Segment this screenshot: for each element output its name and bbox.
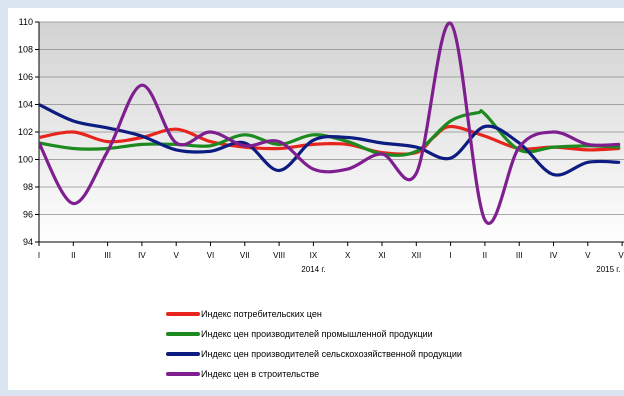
x-tick-label: IX xyxy=(310,251,318,260)
legend-label: Индекс цен в строительстве xyxy=(201,369,320,379)
y-tick-label: 102 xyxy=(18,127,33,137)
x-tick-label: VIII xyxy=(273,251,285,260)
legend-label: Индекс цен производителей сельскохозяйст… xyxy=(201,349,462,359)
x-tick-label: V xyxy=(174,251,180,260)
x-tick-label: VI xyxy=(618,251,624,260)
legend-swatch xyxy=(166,352,200,356)
y-tick-label: 104 xyxy=(18,100,33,110)
y-tick-label: 94 xyxy=(23,237,33,247)
legend-item: Индекс потребительских цен xyxy=(166,304,462,324)
x-tick-label: XII xyxy=(411,251,421,260)
legend-item: Индекс цен производителей промышленной п… xyxy=(166,324,462,344)
legend-swatch xyxy=(166,312,200,316)
legend-swatch xyxy=(166,332,200,336)
x-tick-label: I xyxy=(449,251,451,260)
x-tick-label: I xyxy=(38,251,40,260)
x-tick-label: III xyxy=(516,251,523,260)
x-tick-label: VI xyxy=(207,251,215,260)
x-tick-label: XI xyxy=(378,251,386,260)
legend-label: Индекс потребительских цен xyxy=(201,309,322,319)
x-tick-label: III xyxy=(104,251,111,260)
year-label: 2014 г. xyxy=(301,265,325,274)
x-tick-label: VII xyxy=(240,251,250,260)
legend: Индекс потребительских цен Индекс цен про… xyxy=(166,304,462,384)
x-tick-label: IV xyxy=(550,251,558,260)
y-tick-label: 108 xyxy=(18,45,33,55)
legend-swatch xyxy=(166,372,200,376)
x-tick-label: II xyxy=(483,251,487,260)
x-tick-label: V xyxy=(585,251,591,260)
x-tick-label: IV xyxy=(138,251,146,260)
legend-item: Индекс цен в строительстве xyxy=(166,364,462,384)
legend-item: Индекс цен производителей сельскохозяйст… xyxy=(166,344,462,364)
year-label: 2015 г. xyxy=(596,265,620,274)
y-tick-label: 98 xyxy=(23,182,33,192)
x-tick-label: X xyxy=(345,251,351,260)
series-line-4 xyxy=(39,21,621,225)
y-tick-label: 110 xyxy=(19,17,33,27)
chart-frame: 94 96 98 100 102 104 106 108 110 I II III IV V VI VII VI… xyxy=(8,8,624,390)
y-tick-label: 96 xyxy=(23,210,33,220)
y-tick-label: 106 xyxy=(18,72,33,82)
y-tick-label: 100 xyxy=(18,155,33,165)
x-tick-label: II xyxy=(71,251,75,260)
legend-label: Индекс цен производителей промышленной п… xyxy=(201,329,433,339)
